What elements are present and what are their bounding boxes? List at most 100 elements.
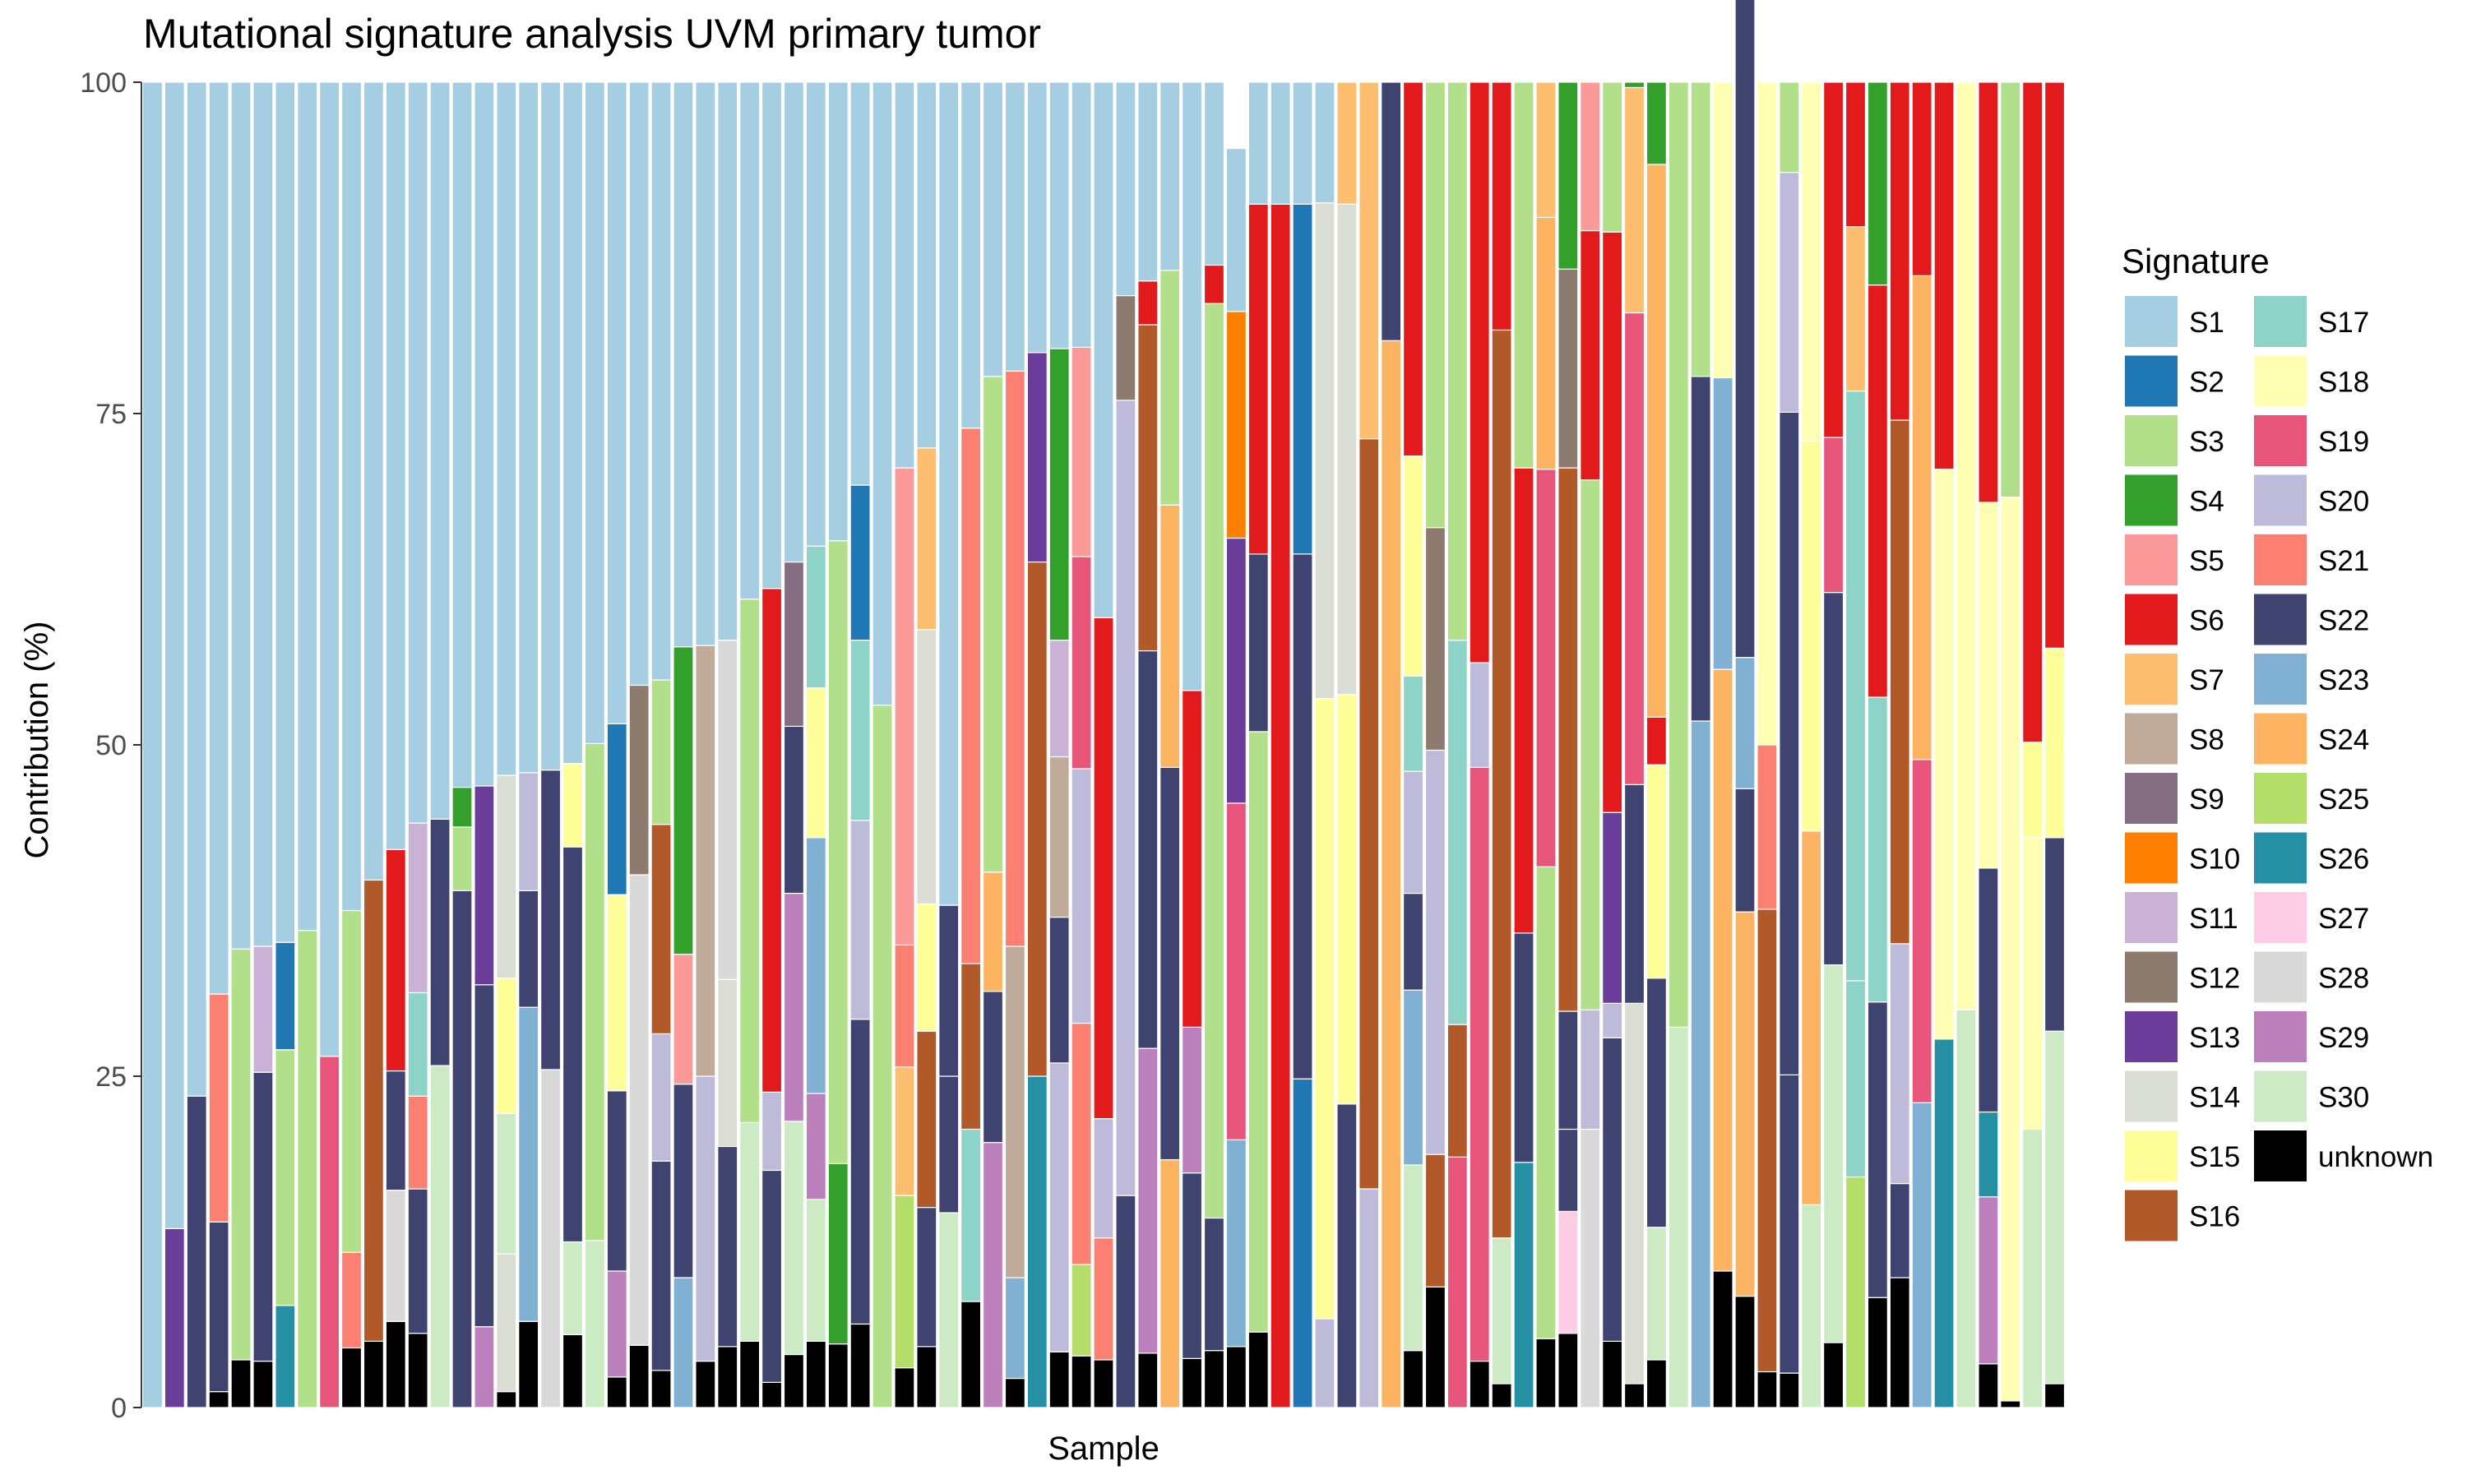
legend-swatch xyxy=(2254,713,2307,765)
bar-segment-unknown xyxy=(1182,1357,1203,1408)
bar-segment-s20 xyxy=(1115,400,1136,1196)
bar-segment-unknown xyxy=(1557,1333,1579,1408)
bar-segment-s3 xyxy=(1159,270,1181,506)
legend-swatch xyxy=(2254,534,2307,585)
legend-label: S24 xyxy=(2318,724,2369,756)
bar-segment-unknown xyxy=(1071,1355,1092,1408)
sample-bar xyxy=(717,81,738,1408)
bar-segment-s15 xyxy=(562,762,584,848)
bar-segment-s24 xyxy=(982,871,1004,992)
bar-segment-unknown xyxy=(1867,1297,1888,1408)
sample-bar xyxy=(340,81,363,1408)
legend-swatch xyxy=(2254,832,2307,884)
bar-segment-s1 xyxy=(1314,81,1335,204)
sample-bar xyxy=(407,81,428,1408)
bar-segment-s15 xyxy=(1403,455,1424,677)
sample-bar xyxy=(1270,81,1291,1408)
bar-segment-s15 xyxy=(496,978,517,1114)
sample-bar xyxy=(1182,81,1203,1408)
bar-segment-unknown xyxy=(916,1346,937,1408)
legend-swatch xyxy=(2254,892,2307,943)
bar-segment-s5 xyxy=(673,954,694,1085)
bar-segment-s7 xyxy=(1844,226,1867,392)
bar-segment-s3 xyxy=(275,1049,296,1306)
bar-segment-s30 xyxy=(2044,1030,2066,1385)
bar-segment-s17 xyxy=(1446,640,1468,1025)
bar-segment-s3 xyxy=(230,948,252,1361)
bar-segment-s15 xyxy=(2044,647,2066,839)
bar-segment-s1 xyxy=(319,81,340,1057)
bar-segment-s6 xyxy=(1823,81,1844,438)
bar-segment-s22 xyxy=(1513,932,1534,1163)
bar-segment-s16 xyxy=(1557,467,1579,1012)
bar-segment-s30 xyxy=(1668,1026,1689,1408)
bar-segment-s23 xyxy=(518,1006,539,1322)
bar-segment-s7 xyxy=(1336,81,1358,205)
bar-segment-unknown xyxy=(717,1346,738,1408)
bar-segment-s29 xyxy=(982,1141,1004,1408)
y-axis-label: Contribution (%) xyxy=(19,621,55,858)
bar-segment-s9 xyxy=(783,561,804,728)
bar-segment-s22 xyxy=(1403,892,1424,991)
bar-segment-unknown xyxy=(1602,1340,1623,1408)
bar-segment-s1 xyxy=(540,81,562,771)
bar-segment-unknown xyxy=(2000,1400,2021,1408)
bar-segment-s1 xyxy=(761,81,783,589)
bar-segment-s6 xyxy=(1513,467,1534,934)
bar-segment-s6 xyxy=(1093,617,1114,1120)
bar-segment-s1 xyxy=(872,81,893,706)
bar-segment-s22 xyxy=(673,1084,694,1278)
sample-bar xyxy=(1844,81,1867,1408)
sample-bar xyxy=(562,81,584,1408)
bar-segment-s21 xyxy=(960,428,982,964)
bar-segment-s1 xyxy=(1270,81,1291,205)
bar-segment-s26 xyxy=(1978,1111,1999,1198)
bar-segment-s1 xyxy=(1203,81,1225,266)
bar-segment-s15 xyxy=(606,894,627,1092)
bar-segment-s1 xyxy=(960,81,982,429)
bar-segment-s7 xyxy=(1535,81,1557,219)
bar-segment-s22 xyxy=(186,1095,207,1408)
bar-segment-s22 xyxy=(1557,1010,1579,1130)
bar-segment-s6 xyxy=(2044,81,2066,649)
legend-swatch xyxy=(2254,415,2307,466)
legend-swatch xyxy=(2125,474,2178,526)
bar-segment-s1 xyxy=(739,81,761,600)
bar-segment-s14 xyxy=(496,774,517,979)
bar-segment-s3 xyxy=(2000,81,2021,498)
bar-segment-s23 xyxy=(1712,377,1733,670)
legend-item: S27 xyxy=(2254,892,2369,943)
bar-segment-s3 xyxy=(1513,81,1534,469)
bar-segment-unknown xyxy=(1424,1286,1446,1408)
legend-label: S18 xyxy=(2318,367,2369,399)
bar-segment-s3 xyxy=(584,742,605,1241)
bar-segment-s24 xyxy=(1645,164,1667,718)
bar-segment-s22 xyxy=(1889,1182,1910,1278)
bar-segment-s1 xyxy=(916,81,937,449)
sample-bar xyxy=(297,81,318,1408)
bar-segment-s22 xyxy=(474,984,495,1328)
bar-segment-s22 xyxy=(1690,376,1711,722)
sample-bar xyxy=(186,81,207,1408)
bar-segment-s22 xyxy=(1978,867,1999,1113)
bar-segment-s12 xyxy=(628,684,650,876)
sample-bar xyxy=(429,81,451,1408)
bar-segment-s21 xyxy=(1071,1022,1092,1265)
bar-segment-s16 xyxy=(1491,329,1512,1239)
sample-bar xyxy=(1513,81,1534,1408)
legend-label: S25 xyxy=(2318,784,2369,816)
bar-segment-s13 xyxy=(164,1227,185,1408)
bar-segment-s17 xyxy=(1867,696,1888,1003)
bar-segment-s20 xyxy=(518,772,539,891)
legend-item: S25 xyxy=(2254,773,2369,824)
bar-segment-s23 xyxy=(1690,720,1711,1408)
sample-bar xyxy=(1956,81,1977,1408)
x-axis-label: Sample xyxy=(1048,1431,1159,1467)
sample-bar xyxy=(673,81,694,1408)
bar-segment-s3 xyxy=(827,540,849,1164)
bar-segment-s25 xyxy=(1844,1176,1867,1408)
legend-label: S19 xyxy=(2318,426,2369,458)
legend-swatch xyxy=(2125,892,2178,943)
legend-swatch xyxy=(2125,713,2178,765)
bar-segment-s3 xyxy=(1446,81,1468,641)
